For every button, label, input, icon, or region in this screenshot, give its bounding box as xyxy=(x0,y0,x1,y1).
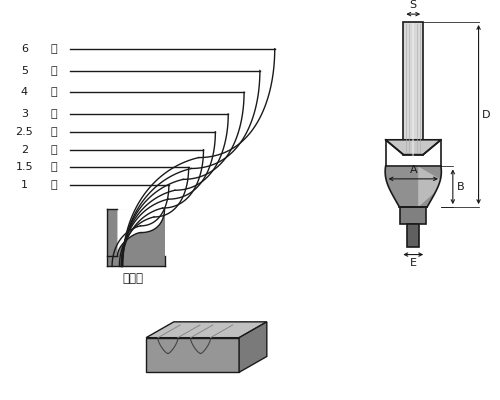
Text: D: D xyxy=(482,110,490,120)
Text: E: E xyxy=(410,258,417,268)
Polygon shape xyxy=(408,224,419,247)
Polygon shape xyxy=(385,166,442,207)
Text: 分: 分 xyxy=(51,66,58,76)
Polygon shape xyxy=(107,209,164,266)
Text: 分: 分 xyxy=(51,109,58,119)
Text: 4: 4 xyxy=(21,87,28,97)
Text: 分: 分 xyxy=(51,87,58,97)
Polygon shape xyxy=(418,166,440,207)
Text: 3: 3 xyxy=(21,109,28,119)
Text: 分: 分 xyxy=(51,127,58,137)
Polygon shape xyxy=(386,140,441,155)
Polygon shape xyxy=(146,338,239,372)
Text: 1.5: 1.5 xyxy=(16,162,33,172)
Text: 分: 分 xyxy=(51,145,58,155)
Polygon shape xyxy=(146,322,267,338)
Text: 分: 分 xyxy=(51,162,58,172)
Polygon shape xyxy=(239,322,267,372)
Text: S: S xyxy=(410,0,417,10)
Text: 分: 分 xyxy=(51,180,58,190)
Text: 分: 分 xyxy=(51,44,58,54)
Text: 2: 2 xyxy=(21,145,28,155)
Text: 被削材: 被削材 xyxy=(122,272,144,285)
Text: B: B xyxy=(457,182,464,192)
Polygon shape xyxy=(118,209,164,256)
Polygon shape xyxy=(400,207,426,224)
Text: 5: 5 xyxy=(21,66,28,76)
Text: 6: 6 xyxy=(21,44,28,54)
Polygon shape xyxy=(404,22,423,155)
Text: 2.5: 2.5 xyxy=(16,127,34,137)
Text: 1: 1 xyxy=(21,180,28,190)
Text: A: A xyxy=(410,165,417,175)
